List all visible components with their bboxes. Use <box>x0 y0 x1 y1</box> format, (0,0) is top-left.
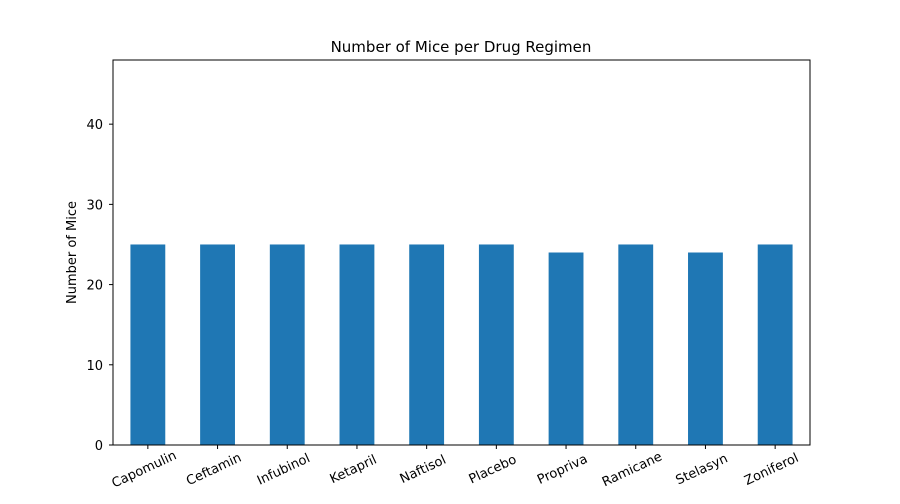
x-tick-label: Infubinol <box>255 451 313 488</box>
y-tick-label: 10 <box>86 359 103 374</box>
x-tick-label: Stelasyn <box>674 451 731 488</box>
x-tick-label: Naftisol <box>398 453 449 487</box>
y-tick-label: 30 <box>86 198 103 213</box>
x-tick-label: Capomulin <box>110 448 179 491</box>
bar-propriva <box>548 252 584 445</box>
bar-capomulin <box>130 244 166 445</box>
bar-stelasyn <box>688 252 723 445</box>
y-axis-ticks: 0 10 20 30 40 <box>86 118 113 454</box>
x-tick-label: Propriva <box>535 452 590 488</box>
y-tick-label: 20 <box>86 279 103 294</box>
bar-ramicane <box>618 244 654 445</box>
y-tick-label: 0 <box>95 439 103 454</box>
bar-naftisol <box>409 244 445 445</box>
bar-infubinol <box>269 244 305 445</box>
bar-zoniferol <box>757 244 793 445</box>
x-tick-label: Ceftamin <box>184 451 244 490</box>
x-tick-label: Ramicane <box>600 449 665 490</box>
x-tick-label: Zoniferol <box>742 451 801 489</box>
chart-title: Number of Mice per Drug Regimen <box>331 38 592 56</box>
bar-placebo <box>478 244 514 445</box>
x-tick-label: Ketapril <box>328 453 379 488</box>
y-axis-label: Number of Mice <box>65 201 80 304</box>
plot-frame <box>112 59 811 446</box>
bar-ketapril <box>339 244 375 445</box>
x-axis-ticks: Capomulin Ceftamin Infubinol Ketapril Naftis… <box>110 445 801 491</box>
x-tick-label: Placebo <box>467 452 519 487</box>
bar-ceftamin <box>200 244 235 445</box>
y-tick-label: 40 <box>86 118 103 133</box>
bars-layer <box>130 244 793 445</box>
